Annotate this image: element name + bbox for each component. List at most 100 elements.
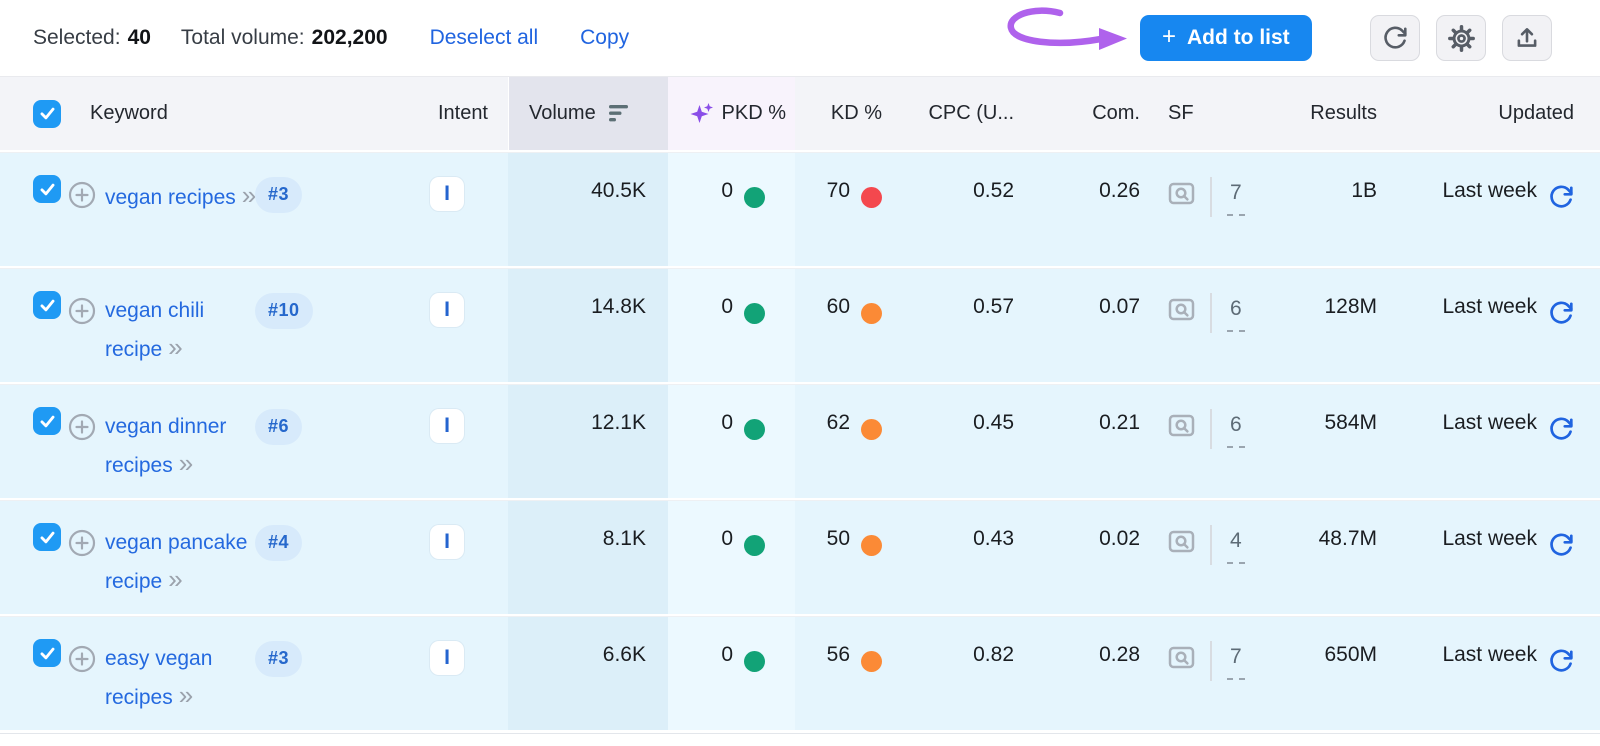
pkd-status-dot (744, 535, 765, 556)
update-metrics-icon[interactable] (1548, 184, 1574, 210)
keyword-link[interactable]: vegan chili recipe (105, 299, 205, 361)
row-checkbox[interactable] (33, 291, 61, 319)
total-volume-value: 202,200 (311, 26, 388, 49)
update-metrics-icon[interactable] (1548, 300, 1574, 326)
position-cell: #6 (255, 385, 340, 498)
pkd-status-dot (744, 187, 765, 208)
selection-toolbar: Selected: 40 Total volume: 202,200 Deselec… (0, 0, 1600, 76)
keyword-link[interactable]: easy vegan recipes (105, 647, 213, 709)
row-checkbox-cell (0, 385, 66, 498)
updated-value: Last week (1442, 179, 1537, 202)
column-header-pkd[interactable]: PKD % (668, 77, 795, 150)
updated-cell: Last week (1383, 617, 1600, 730)
select-all-checkbox[interactable] (33, 99, 61, 128)
row-checkbox-cell (0, 153, 66, 266)
keyword-link[interactable]: vegan recipes (105, 186, 236, 209)
gear-icon (1447, 24, 1475, 52)
selected-value: 40 (127, 26, 151, 49)
export-icon (1517, 28, 1537, 47)
intent-cell: I (340, 617, 508, 730)
refresh-icon (1384, 26, 1407, 49)
column-header-cpc[interactable]: CPC (U... (928, 102, 1014, 124)
column-header-results[interactable]: Results (1310, 102, 1377, 124)
serp-preview-icon[interactable] (1168, 529, 1195, 554)
keyword-link[interactable]: vegan dinner recipes (105, 415, 227, 477)
annotation-arrow (1007, 7, 1127, 50)
row-checkbox-cell (0, 269, 66, 382)
update-metrics-icon[interactable] (1548, 648, 1574, 674)
column-header-kd[interactable]: KD % (830, 102, 882, 124)
copy-link[interactable]: Copy (580, 26, 630, 49)
sf-count[interactable]: 6 (1227, 413, 1245, 448)
column-header-com[interactable]: Com. (1092, 102, 1140, 124)
cpc-cell: 0.43 (973, 527, 1014, 550)
volume-cell: 8.1K (508, 501, 668, 614)
column-header-sf[interactable]: SF (1168, 102, 1194, 124)
kd-cell: 60 (795, 269, 898, 382)
export-button[interactable] (1502, 15, 1552, 61)
kd-cell: 70 (795, 153, 898, 266)
sf-count[interactable]: 7 (1227, 181, 1245, 216)
intent-badge: I (430, 641, 464, 675)
settings-button[interactable] (1436, 15, 1486, 61)
kd-cell: 50 (795, 501, 898, 614)
expand-chevron-icon[interactable]: » (168, 332, 183, 362)
add-keyword-icon[interactable] (68, 297, 96, 325)
keyword-cell: vegan chili recipe» (66, 269, 255, 382)
header-checkbox-cell (0, 77, 66, 150)
expand-chevron-icon[interactable]: » (178, 448, 194, 478)
results-cell: 650M (1324, 643, 1377, 666)
sf-count[interactable]: 6 (1227, 297, 1245, 332)
expand-chevron-icon[interactable]: » (168, 564, 183, 594)
add-to-list-button[interactable]: + Add to list (1140, 15, 1312, 61)
position-badge: #6 (255, 409, 303, 445)
results-cell: 1B (1351, 179, 1377, 202)
sf-divider (1210, 525, 1212, 565)
row-checkbox[interactable] (33, 175, 61, 203)
column-header-keyword[interactable]: Keyword (90, 102, 168, 124)
pkd-value: 0 (721, 643, 733, 666)
table-row: vegan chili recipe» #10 I 14.8K 0 60 0.5… (0, 269, 1600, 382)
update-metrics-icon[interactable] (1548, 416, 1574, 442)
column-header-updated[interactable]: Updated (1498, 102, 1574, 124)
com-cell: 0.26 (1099, 179, 1140, 202)
volume-cell: 6.6K (508, 617, 668, 730)
sf-count[interactable]: 7 (1227, 645, 1245, 680)
serp-preview-icon[interactable] (1168, 181, 1195, 206)
total-volume-label: Total volume: (180, 26, 305, 49)
add-keyword-icon[interactable] (68, 181, 96, 209)
expand-chevron-icon[interactable]: » (178, 680, 194, 710)
selected-label: Selected: (33, 26, 121, 49)
total-volume: Total volume: 202,200 (181, 26, 388, 50)
sf-count[interactable]: 4 (1227, 529, 1245, 564)
add-to-list-label: Add to list (1187, 26, 1290, 49)
kd-status-dot (861, 187, 882, 208)
serp-preview-icon[interactable] (1168, 645, 1195, 670)
column-header-intent[interactable]: Intent (437, 102, 488, 124)
pkd-value: 0 (721, 295, 733, 318)
add-keyword-icon[interactable] (68, 645, 96, 673)
serp-preview-icon[interactable] (1168, 413, 1195, 438)
table-body: vegan recipes» #3 I 40.5K 0 70 0.52 0.26 (0, 153, 1600, 730)
refresh-button[interactable] (1370, 15, 1420, 61)
plus-icon: + (1162, 23, 1177, 50)
keyword-link[interactable]: vegan pancake recipe (105, 531, 248, 593)
pkd-header-label: PKD % (721, 102, 786, 124)
sf-divider (1210, 409, 1212, 449)
intent-cell: I (340, 385, 508, 498)
serp-preview-icon[interactable] (1168, 297, 1195, 322)
expand-chevron-icon[interactable]: » (241, 180, 257, 210)
table-bottom-border (0, 733, 1600, 734)
deselect-all-link[interactable]: Deselect all (429, 26, 539, 49)
row-checkbox[interactable] (33, 523, 61, 551)
check-icon (40, 415, 54, 427)
update-metrics-icon[interactable] (1548, 532, 1574, 558)
com-cell: 0.21 (1099, 411, 1140, 434)
keyword-cell: easy vegan recipes» (66, 617, 255, 730)
add-keyword-icon[interactable] (68, 413, 96, 441)
row-checkbox[interactable] (33, 639, 61, 667)
column-header-volume[interactable]: Volume (508, 77, 668, 150)
table-row: vegan dinner recipes» #6 I 12.1K 0 62 0.… (0, 385, 1600, 498)
row-checkbox[interactable] (33, 407, 61, 435)
add-keyword-icon[interactable] (68, 529, 96, 557)
